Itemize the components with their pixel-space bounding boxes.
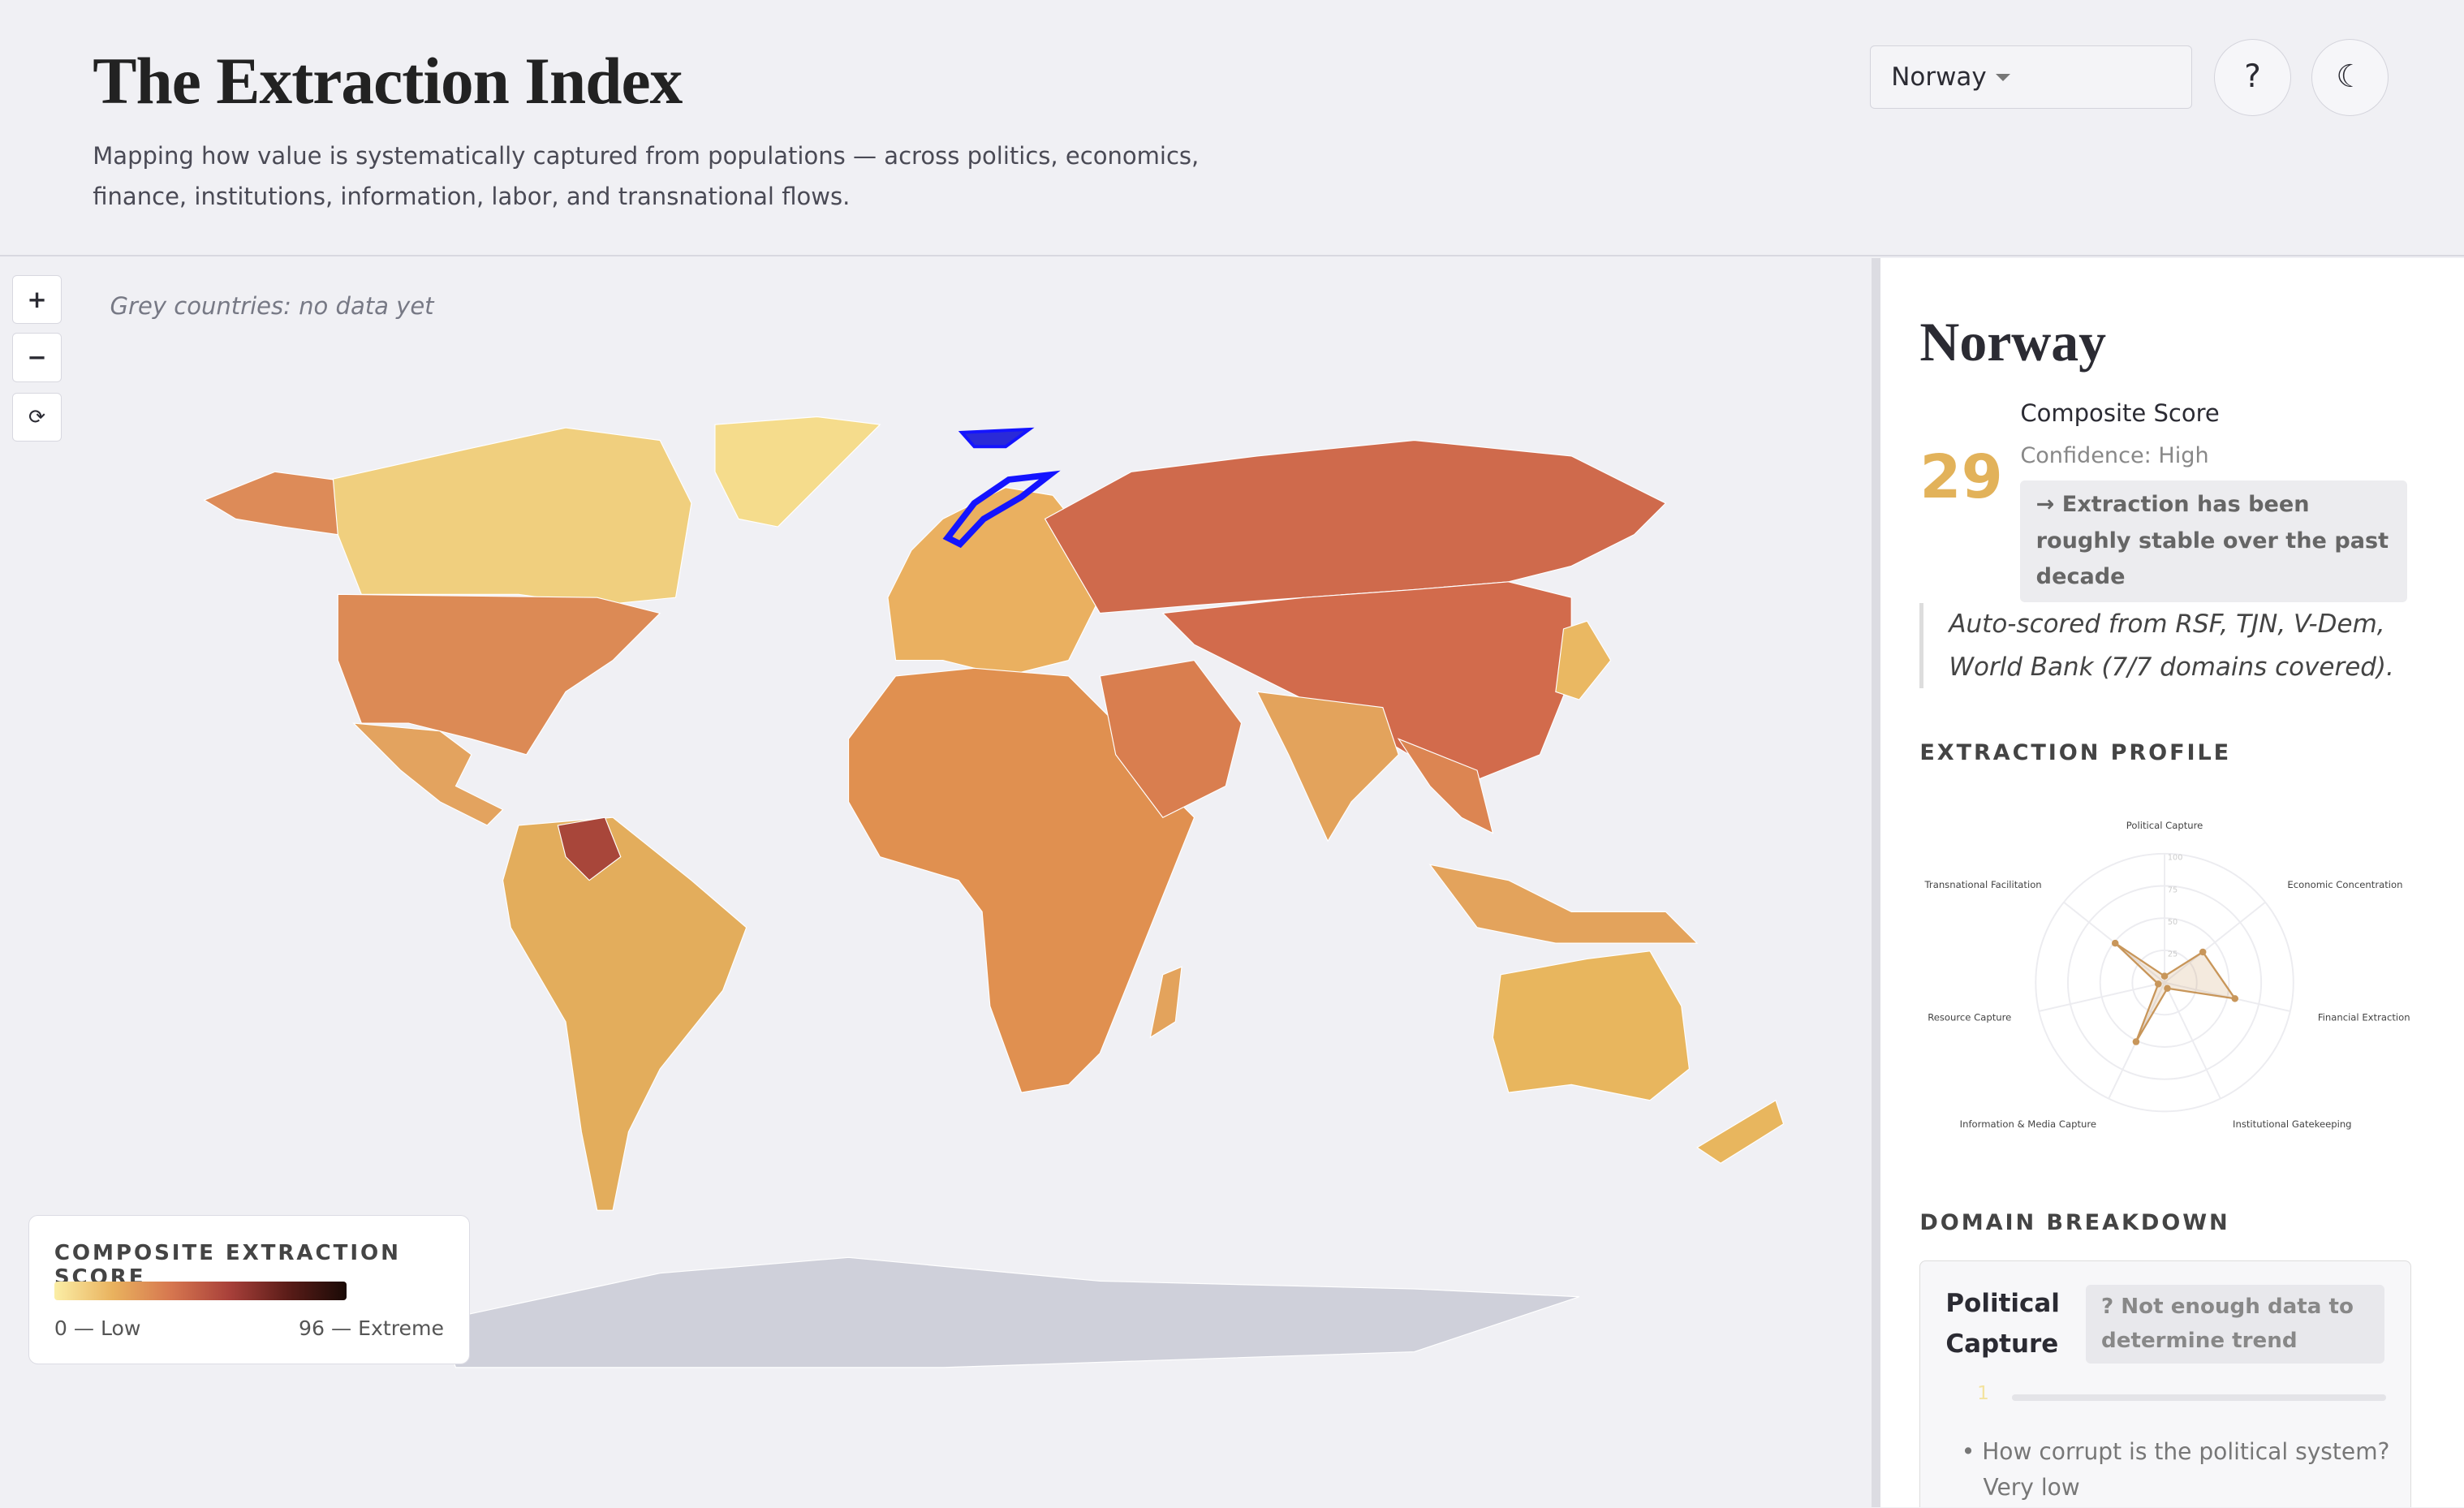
radar-point <box>2133 1037 2140 1045</box>
question-text: How corrupt is the political system? <box>1982 1437 2390 1465</box>
domain-name: Political Capture <box>1945 1288 2060 1359</box>
question: • How corrupt is the political system? V… <box>1961 1437 2390 1502</box>
radar-axis <box>2164 901 2267 983</box>
r-tick-label: 100 <box>2168 853 2182 862</box>
page-title: The Extraction Index <box>93 45 683 118</box>
subtitle: Mapping how value is systematically capt… <box>93 141 1200 210</box>
country-shape[interactable] <box>1044 439 1667 614</box>
r-tick-label: 25 <box>2168 950 2178 959</box>
detail-panel: Norway 29 Composite Score Confidence: Hi… <box>1872 257 2464 1507</box>
zoom-out-button[interactable]: − <box>12 333 62 382</box>
domain-card: Political Capture ? Not enough data to d… <box>1919 1260 2412 1507</box>
legend-gradient <box>54 1281 347 1301</box>
trend-badge: → Extraction has been roughly stable ove… <box>2020 480 2407 602</box>
radar-point <box>2155 980 2162 988</box>
axis-label: Economic Concentration <box>2288 878 2403 890</box>
country-shape[interactable] <box>1428 864 1699 944</box>
radar-point <box>2161 972 2169 980</box>
country-select[interactable]: Norway <box>1870 45 2192 109</box>
selected-country[interactable] <box>942 470 1061 548</box>
country-shape[interactable] <box>1555 620 1612 700</box>
country-shape[interactable] <box>557 816 622 881</box>
country-shape[interactable] <box>203 471 338 535</box>
axis-label: Transnational Facilitation <box>1924 878 2042 890</box>
r-tick-label: 50 <box>2168 917 2178 926</box>
section-heading: EXTRACTION PROFILE <box>1919 739 2232 765</box>
radar-point <box>2231 994 2239 1002</box>
country-shape[interactable] <box>1099 659 1243 818</box>
radar-point <box>2112 939 2119 946</box>
country-shape[interactable] <box>352 722 504 826</box>
country-shape[interactable] <box>1492 950 1691 1101</box>
axis-label: Financial Extraction <box>2318 1011 2410 1023</box>
country-shape[interactable] <box>329 427 692 606</box>
country-shape[interactable] <box>1161 580 1572 786</box>
scoring-note: Auto-scored from RSF, TJN, V-Dem, World … <box>1919 603 2404 689</box>
country-shape[interactable] <box>1696 1099 1785 1164</box>
confidence: Confidence: High <box>2020 443 2209 468</box>
selected-country[interactable] <box>958 427 1035 448</box>
map-note: Grey countries: no data yet <box>110 292 434 321</box>
country-shape[interactable] <box>1256 691 1399 842</box>
theme-button[interactable]: ☾ <box>2311 39 2389 117</box>
country-shape[interactable] <box>847 667 1195 1093</box>
axis-label: Information & Media Capture <box>1960 1118 2096 1129</box>
section-heading: DOMAIN BREAKDOWN <box>1919 1209 2230 1235</box>
country-shape[interactable] <box>439 1256 1580 1368</box>
axis-label: Political Capture <box>2126 819 2203 830</box>
radar-axis <box>2164 981 2222 1099</box>
score-label: Composite Score <box>2020 399 2220 427</box>
radar-point <box>2199 948 2207 955</box>
reset-button[interactable]: ⟳ <box>12 393 62 442</box>
legend-max: 96 — Extreme <box>298 1316 444 1340</box>
country-shape[interactable] <box>502 816 747 1211</box>
help-button[interactable]: ? <box>2214 39 2292 117</box>
world-map[interactable] <box>0 256 1862 1507</box>
axis-label: Resource Capture <box>1928 1011 2012 1023</box>
legend: COMPOSITE EXTRACTION SCORE 0 — Low 96 — … <box>28 1214 470 1364</box>
divider <box>0 254 2464 256</box>
country-shape[interactable] <box>337 593 661 756</box>
country-name: Norway <box>1919 312 2106 373</box>
country-shape[interactable] <box>1397 737 1494 834</box>
radar-point <box>2164 985 2172 992</box>
country-shape[interactable] <box>1149 965 1182 1039</box>
radar-chart: 25 50 75 100 Political Capture Economic Conce… <box>1924 819 2410 1129</box>
answer-text: Very low <box>1983 1474 2080 1502</box>
axis-label: Institutional Gatekeeping <box>2233 1118 2352 1129</box>
legend-min: 0 — Low <box>54 1316 141 1340</box>
radar-area <box>2114 941 2238 1042</box>
composite-score: 29 <box>1919 443 2003 512</box>
domain-trend: ? Not enough data to determine trend <box>2085 1284 2384 1364</box>
zoom-in-button[interactable]: + <box>12 274 62 324</box>
domain-score: 1 <box>1977 1381 1989 1404</box>
score-track <box>2011 1394 2386 1402</box>
r-tick-label: 75 <box>2168 885 2178 894</box>
radar-axis <box>2039 981 2165 1012</box>
country-shape[interactable] <box>714 416 881 528</box>
